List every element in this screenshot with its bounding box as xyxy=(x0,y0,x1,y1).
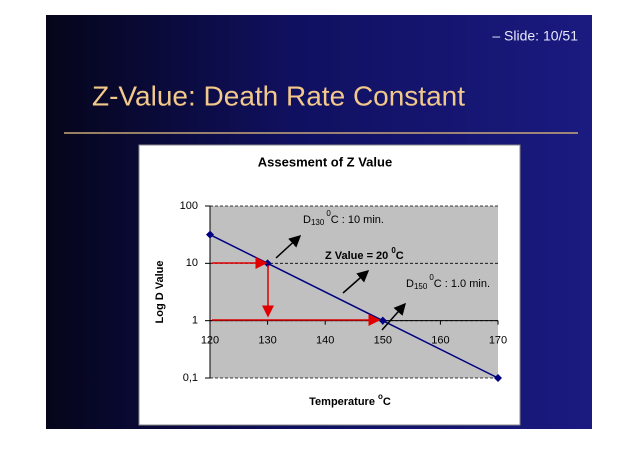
x-axis-label-sup: o xyxy=(378,392,383,401)
annotations: D1300C : 10 min. Z Value = 20 0C D1500C … xyxy=(212,209,490,331)
y-tick-label: 1 xyxy=(192,315,198,327)
x-axis-label-rest: C xyxy=(383,396,391,408)
annotation-sup: 0 xyxy=(326,209,331,218)
annotation: Z Value = 20 0C xyxy=(325,246,404,262)
annotation-rest: C xyxy=(396,250,404,262)
x-tick-label: 170 xyxy=(489,335,507,347)
plot-area xyxy=(210,206,498,378)
data-point xyxy=(378,316,387,325)
y-axis-label: Log D Value xyxy=(154,261,166,324)
x-tick-label: 160 xyxy=(431,335,449,347)
y-tick-label: 0,1 xyxy=(183,372,198,384)
series-line xyxy=(209,234,499,379)
chart: 0,1 1 10 100 120 130 140 150 160 170 xyxy=(180,200,508,384)
y-tick-label: 10 xyxy=(186,257,198,269)
chart-title: Assesment of Z Value xyxy=(258,154,392,169)
pointer-arrow xyxy=(275,234,302,259)
x-tick-label: 130 xyxy=(258,335,276,347)
data-point xyxy=(206,230,214,239)
annotation-text: Z Value = 20 xyxy=(325,250,391,262)
x-axis-label: Temperature oC xyxy=(309,392,391,408)
data-point xyxy=(494,374,502,382)
annotation: D1500C : 1.0 min. xyxy=(406,273,490,291)
annotation-rest: C : 1.0 min. xyxy=(434,278,490,290)
annotation-text: D xyxy=(406,278,414,290)
annotation-text: D xyxy=(303,214,311,226)
annotation-sup: 0 xyxy=(429,273,434,282)
y-tick-label: 100 xyxy=(180,200,198,212)
slide-number: – Slide: 10/51 xyxy=(492,28,578,44)
x-axis-label-text: Temperature xyxy=(309,396,378,408)
annotation-rest: C : 10 min. xyxy=(331,214,384,226)
slide-title: Z-Value: Death Rate Constant xyxy=(92,80,465,111)
annotation-sup: 0 xyxy=(391,246,396,255)
annotation-sub: 150 xyxy=(414,282,428,291)
x-tick-label: 150 xyxy=(374,335,392,347)
annotation-sub: 130 xyxy=(311,218,325,227)
pointer-arrow xyxy=(381,302,406,331)
pointer-arrow xyxy=(342,270,370,294)
annotation: D1300C : 10 min. xyxy=(303,209,384,227)
x-tick-label: 140 xyxy=(316,335,334,347)
x-tick-label: 120 xyxy=(201,335,219,347)
